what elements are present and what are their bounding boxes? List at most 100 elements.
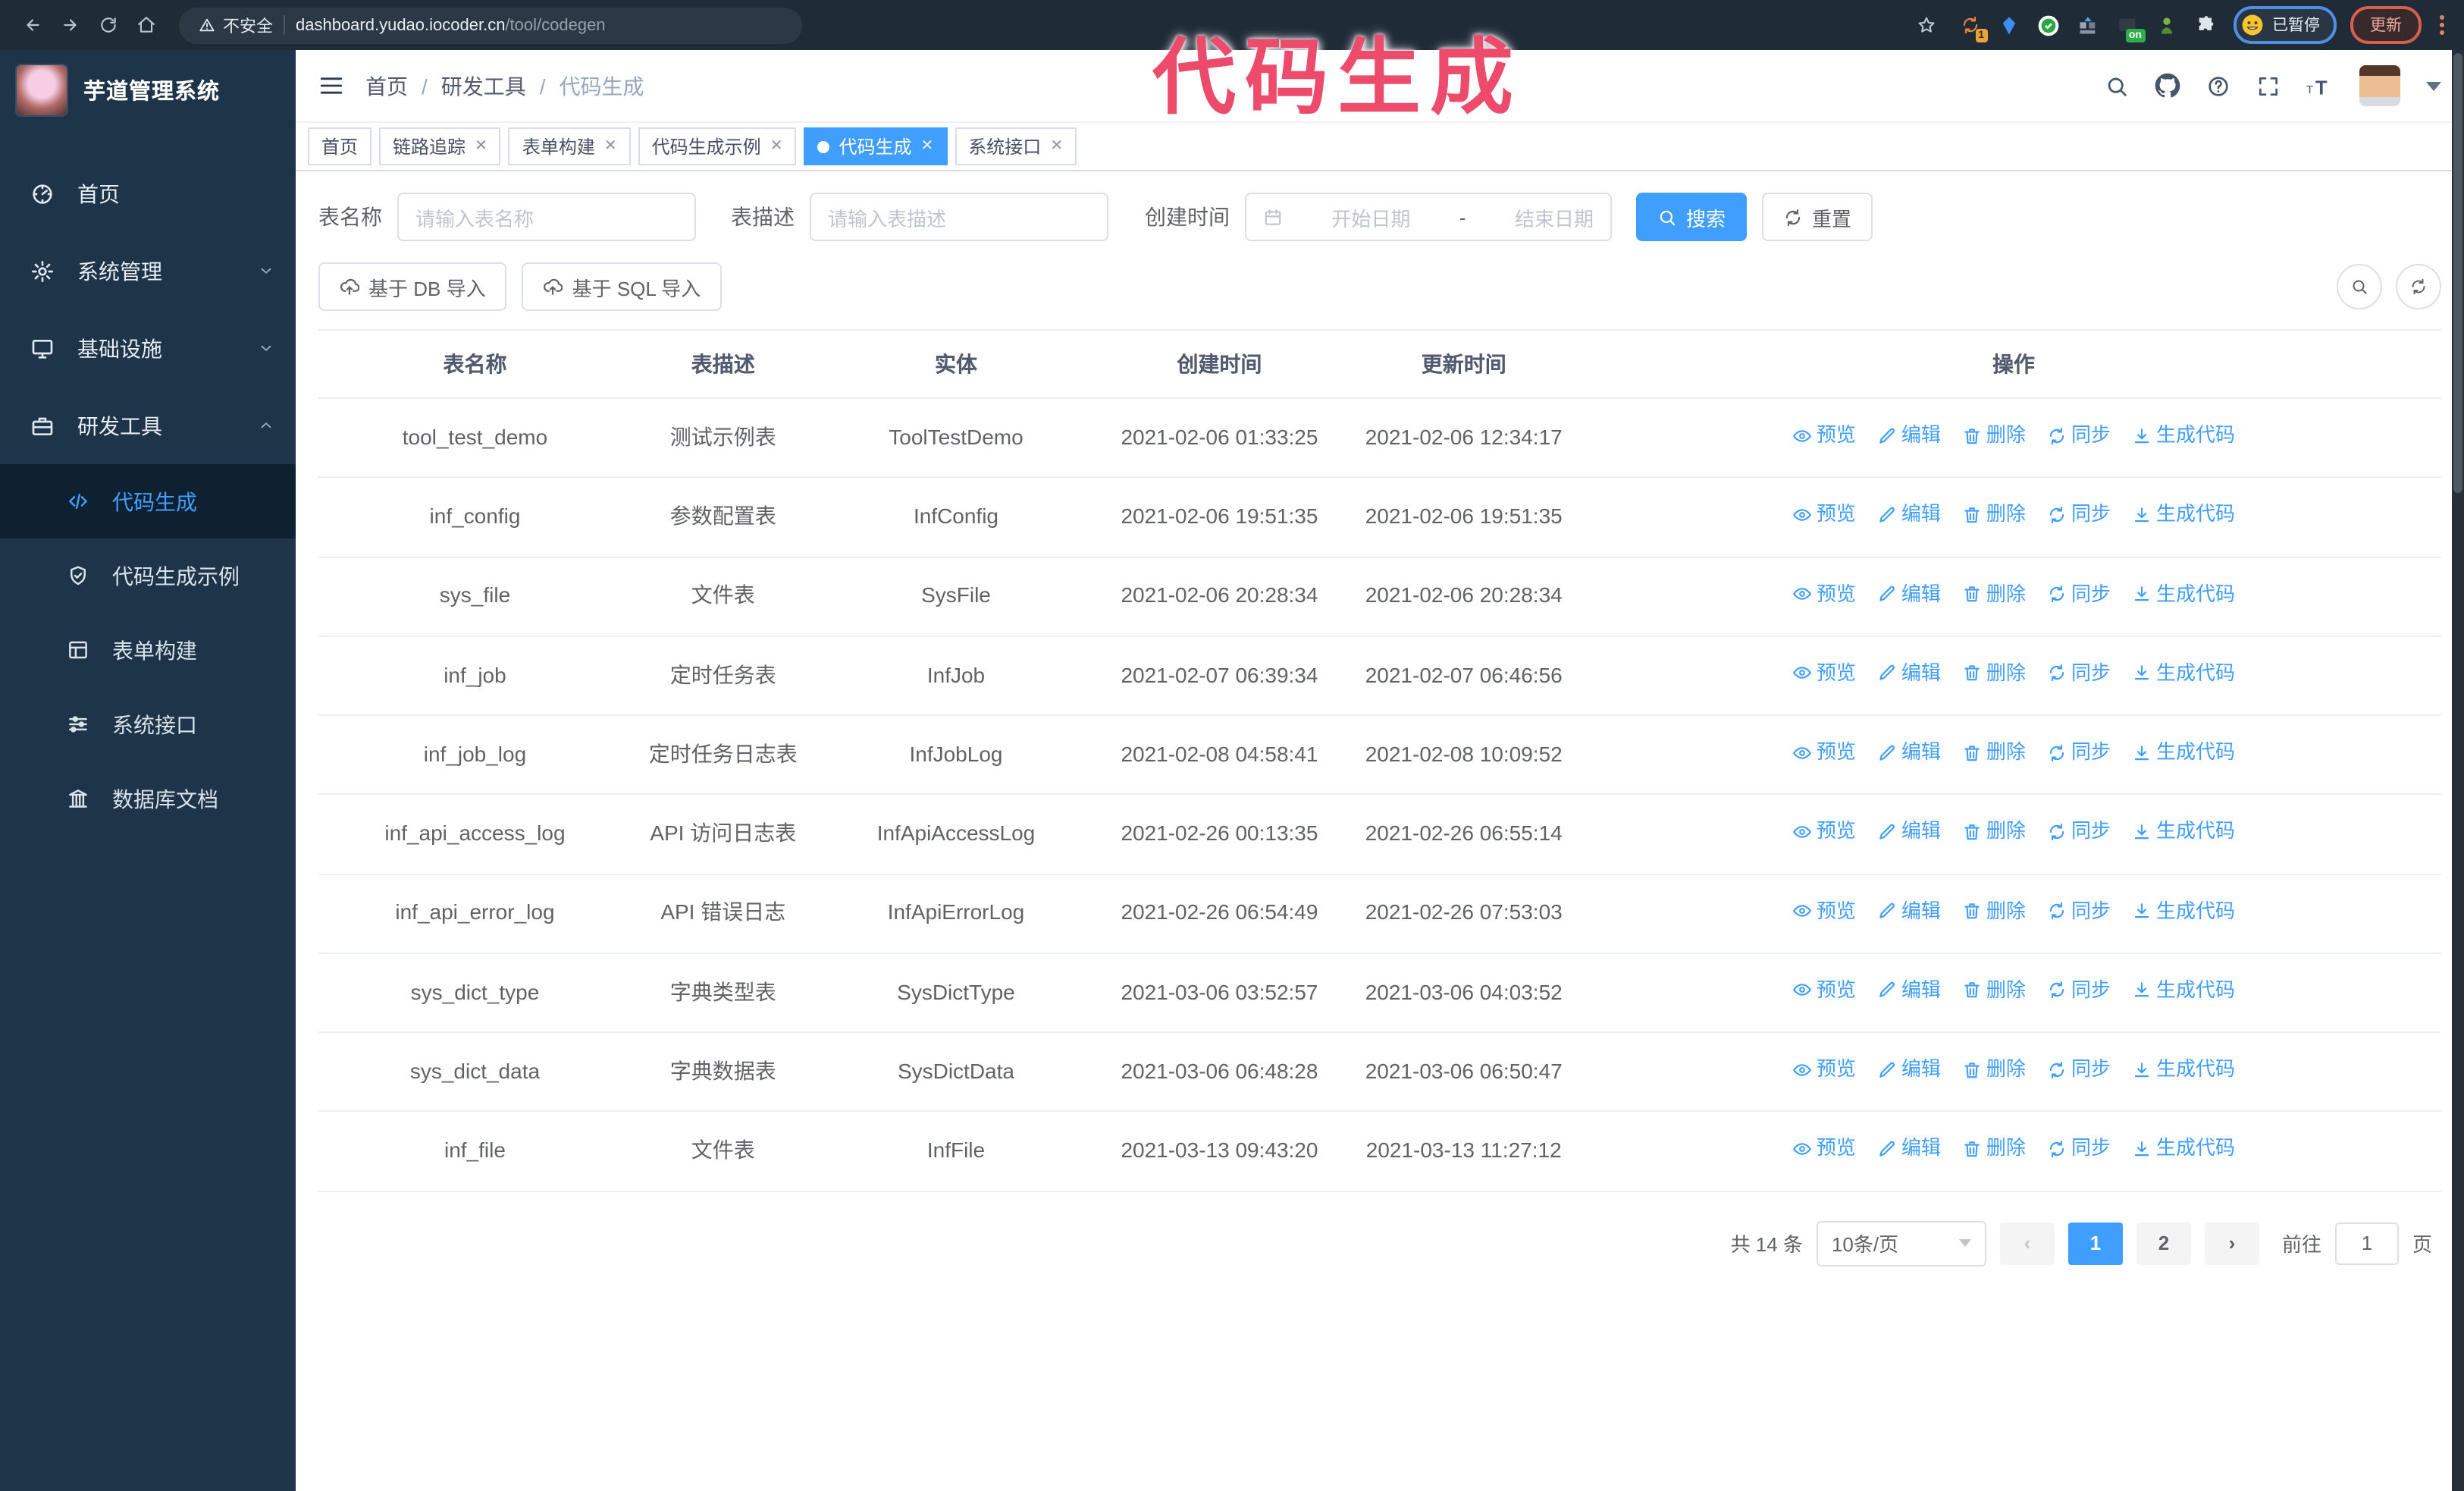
action-download[interactable]: 生成代码: [2132, 737, 2235, 767]
close-icon[interactable]: ✕: [1050, 138, 1064, 155]
close-icon[interactable]: ✕: [475, 138, 487, 155]
action-edit[interactable]: 编辑: [1877, 975, 1941, 1006]
action-edit[interactable]: 编辑: [1877, 737, 1941, 767]
action-eye[interactable]: 预览: [1792, 1134, 1856, 1164]
action-edit[interactable]: 编辑: [1877, 1054, 1941, 1085]
tab-系统接口[interactable]: 系统接口 ✕: [955, 127, 1077, 165]
action-download[interactable]: 生成代码: [2132, 658, 2235, 689]
browser-reload-icon[interactable]: [91, 8, 126, 42]
browser-back-icon[interactable]: [15, 8, 50, 42]
scrollbar-thumb[interactable]: [2453, 53, 2462, 493]
close-icon[interactable]: ✕: [770, 138, 783, 155]
tab-表单构建[interactable]: 表单构建 ✕: [508, 127, 631, 165]
action-eye[interactable]: 预览: [1792, 658, 1856, 689]
action-sync[interactable]: 同步: [2047, 896, 2111, 926]
action-eye[interactable]: 预览: [1792, 975, 1856, 1006]
action-sync[interactable]: 同步: [2047, 658, 2111, 689]
breadcrumb-devtools[interactable]: 研发工具: [440, 74, 526, 98]
sidebar-item-devtools[interactable]: 研发工具: [0, 387, 296, 464]
tab-链路追踪[interactable]: 链路追踪 ✕: [379, 127, 501, 165]
action-sync[interactable]: 同步: [2047, 1134, 2111, 1164]
action-eye[interactable]: 预览: [1792, 737, 1856, 767]
action-download[interactable]: 生成代码: [2132, 1134, 2235, 1164]
action-download[interactable]: 生成代码: [2132, 420, 2235, 450]
action-download[interactable]: 生成代码: [2132, 500, 2235, 530]
browser-forward-icon[interactable]: [53, 8, 88, 42]
action-edit[interactable]: 编辑: [1877, 579, 1941, 609]
page-size-select[interactable]: 10条/页: [1816, 1220, 1986, 1266]
grid-blue-extension-icon[interactable]: [2075, 12, 2101, 38]
sidebar-collapse-icon[interactable]: [318, 73, 344, 99]
action-download[interactable]: 生成代码: [2132, 817, 2235, 847]
page-button-2[interactable]: 2: [2136, 1222, 2191, 1264]
action-edit[interactable]: 编辑: [1877, 500, 1941, 530]
security-chip[interactable]: 不安全: [199, 13, 273, 37]
reset-button[interactable]: 重置: [1762, 193, 1873, 241]
search-icon[interactable]: [2105, 74, 2129, 98]
action-sync[interactable]: 同步: [2047, 500, 2111, 530]
tab-代码生成示例[interactable]: 代码生成示例 ✕: [638, 127, 797, 165]
dark-on-extension-icon[interactable]: on: [2114, 12, 2145, 42]
refresh-table-button[interactable]: [2396, 264, 2441, 309]
table-name-input[interactable]: 请输入表名称: [397, 193, 696, 241]
sidebar-item-home[interactable]: 首页: [0, 155, 296, 232]
action-trash[interactable]: 删除: [1962, 896, 2026, 926]
action-trash[interactable]: 删除: [1962, 975, 2026, 1006]
action-eye[interactable]: 预览: [1792, 420, 1856, 450]
action-eye[interactable]: 预览: [1792, 896, 1856, 926]
sidebar-subitem-2[interactable]: 表单构建: [0, 613, 296, 687]
db-import-button[interactable]: 基于 DB 导入: [318, 262, 507, 311]
sidebar-item-infra[interactable]: 基础设施: [0, 309, 296, 387]
action-eye[interactable]: 预览: [1792, 500, 1856, 530]
action-sync[interactable]: 同步: [2047, 817, 2111, 847]
page-scrollbar[interactable]: [2452, 50, 2464, 1491]
sidebar-item-system[interactable]: 系统管理: [0, 232, 296, 309]
address-bar[interactable]: 不安全 dashboard.yudao.iocoder.cn/tool/code…: [179, 7, 802, 43]
date-range-input[interactable]: 开始日期 - 结束日期: [1245, 193, 1612, 241]
next-page-button[interactable]: ›: [2204, 1222, 2259, 1264]
app-logo-row[interactable]: 芋道管理系统: [0, 50, 296, 130]
browser-update-button[interactable]: 更新: [2350, 6, 2422, 44]
action-eye[interactable]: 预览: [1792, 1054, 1856, 1085]
sync-orange-extension-icon[interactable]: 1: [1957, 12, 1987, 42]
action-edit[interactable]: 编辑: [1877, 1134, 1941, 1164]
action-edit[interactable]: 编辑: [1877, 420, 1941, 450]
search-button[interactable]: 搜索: [1636, 193, 1748, 241]
toggle-search-button[interactable]: [2337, 264, 2382, 309]
action-trash[interactable]: 删除: [1962, 737, 2026, 767]
action-eye[interactable]: 预览: [1792, 579, 1856, 609]
action-eye[interactable]: 预览: [1792, 817, 1856, 847]
action-edit[interactable]: 编辑: [1877, 658, 1941, 689]
gem-blue-extension-icon[interactable]: [1996, 12, 2022, 38]
tab-代码生成[interactable]: 代码生成 ✕: [804, 127, 948, 165]
page-button-1[interactable]: 1: [2067, 1222, 2123, 1264]
action-sync[interactable]: 同步: [2047, 737, 2111, 767]
sidebar-subitem-3[interactable]: 系统接口: [0, 687, 296, 761]
sidebar-subitem-1[interactable]: 代码生成示例: [0, 538, 296, 613]
circle-green-extension-icon[interactable]: [2036, 12, 2061, 38]
action-sync[interactable]: 同步: [2047, 579, 2111, 609]
profile-chip[interactable]: 已暂停: [2233, 6, 2337, 44]
action-download[interactable]: 生成代码: [2132, 1054, 2235, 1085]
action-trash[interactable]: 删除: [1962, 420, 2026, 450]
bookmark-star-icon[interactable]: [1908, 8, 1943, 42]
browser-home-icon[interactable]: [129, 8, 164, 42]
action-download[interactable]: 生成代码: [2132, 579, 2235, 609]
github-icon[interactable]: [2155, 73, 2180, 99]
action-trash[interactable]: 删除: [1962, 658, 2026, 689]
table-desc-input[interactable]: 请输入表描述: [810, 193, 1108, 241]
action-download[interactable]: 生成代码: [2132, 975, 2235, 1006]
sql-import-button[interactable]: 基于 SQL 导入: [522, 262, 723, 311]
user-menu-caret-icon[interactable]: [2426, 81, 2441, 90]
action-edit[interactable]: 编辑: [1877, 817, 1941, 847]
action-sync[interactable]: 同步: [2047, 420, 2111, 450]
browser-menu-icon[interactable]: [2435, 15, 2449, 35]
goto-page-input[interactable]: 1: [2334, 1222, 2399, 1264]
action-trash[interactable]: 删除: [1962, 817, 2026, 847]
close-icon[interactable]: ✕: [920, 138, 934, 155]
prev-page-button[interactable]: ‹: [1999, 1222, 2055, 1264]
breadcrumb-home[interactable]: 首页: [365, 74, 408, 98]
action-trash[interactable]: 删除: [1962, 1134, 2026, 1164]
action-trash[interactable]: 删除: [1962, 1054, 2026, 1085]
